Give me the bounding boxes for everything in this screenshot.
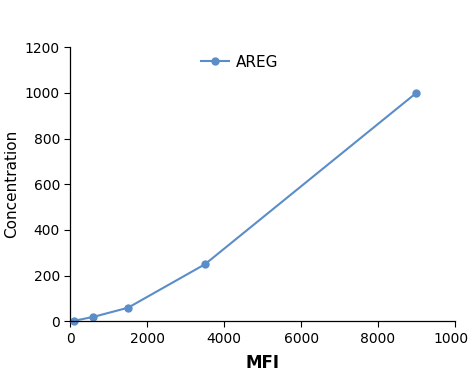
- AREG: [202, 262, 208, 267]
- X-axis label: MFI: MFI: [246, 354, 280, 372]
- Y-axis label: Concentration: Concentration: [4, 130, 19, 238]
- AREG: [125, 305, 131, 310]
- AREG: [91, 314, 96, 319]
- AREG: [414, 91, 419, 95]
- AREG: [71, 318, 77, 323]
- Legend: AREG: AREG: [201, 54, 279, 70]
- Line: AREG: AREG: [71, 89, 420, 324]
